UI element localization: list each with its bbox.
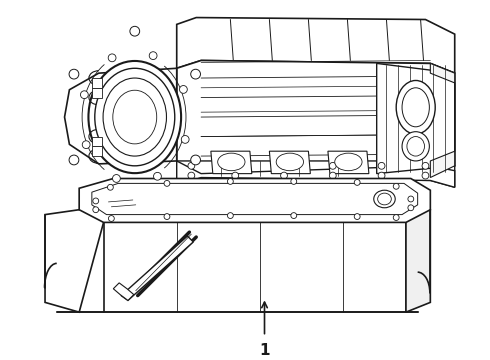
Circle shape: [291, 213, 297, 219]
Ellipse shape: [103, 78, 167, 156]
Ellipse shape: [113, 90, 157, 144]
Polygon shape: [328, 151, 369, 174]
Circle shape: [191, 69, 200, 79]
Circle shape: [93, 198, 98, 204]
Circle shape: [191, 155, 200, 165]
Circle shape: [281, 162, 288, 169]
Circle shape: [227, 179, 233, 184]
Circle shape: [69, 69, 79, 79]
Ellipse shape: [378, 193, 392, 205]
Circle shape: [329, 172, 336, 179]
Circle shape: [130, 26, 140, 36]
Circle shape: [281, 172, 288, 179]
Circle shape: [149, 52, 157, 59]
Circle shape: [93, 207, 98, 213]
Polygon shape: [103, 222, 406, 312]
Polygon shape: [377, 63, 455, 174]
Ellipse shape: [276, 153, 303, 171]
Circle shape: [354, 180, 360, 185]
Polygon shape: [121, 236, 193, 301]
Polygon shape: [406, 205, 430, 312]
Ellipse shape: [88, 61, 181, 173]
Polygon shape: [79, 179, 430, 222]
Ellipse shape: [218, 153, 245, 171]
Polygon shape: [113, 283, 134, 301]
Ellipse shape: [374, 190, 395, 208]
Circle shape: [113, 175, 121, 183]
Ellipse shape: [335, 153, 362, 171]
Polygon shape: [211, 151, 252, 174]
Circle shape: [232, 172, 239, 179]
Polygon shape: [177, 60, 455, 177]
Polygon shape: [430, 63, 455, 177]
Circle shape: [378, 162, 385, 169]
Circle shape: [393, 183, 399, 189]
Circle shape: [232, 162, 239, 169]
Circle shape: [408, 196, 414, 202]
Circle shape: [108, 216, 114, 221]
Polygon shape: [65, 68, 177, 164]
Circle shape: [188, 172, 195, 179]
Polygon shape: [94, 185, 416, 213]
Circle shape: [181, 135, 189, 143]
Ellipse shape: [402, 132, 429, 161]
Circle shape: [69, 155, 79, 165]
Polygon shape: [92, 146, 101, 156]
Ellipse shape: [407, 136, 424, 156]
Circle shape: [393, 215, 399, 220]
Polygon shape: [270, 151, 310, 174]
Circle shape: [354, 213, 360, 220]
Circle shape: [422, 172, 429, 179]
Circle shape: [378, 172, 385, 179]
Polygon shape: [177, 161, 455, 187]
Circle shape: [82, 141, 90, 149]
Circle shape: [179, 86, 187, 93]
Circle shape: [164, 213, 170, 220]
Polygon shape: [92, 88, 101, 98]
Polygon shape: [177, 161, 455, 187]
Polygon shape: [92, 136, 101, 146]
Polygon shape: [92, 183, 417, 215]
Circle shape: [130, 198, 140, 208]
Circle shape: [108, 54, 116, 62]
Circle shape: [164, 180, 170, 186]
Circle shape: [188, 162, 195, 169]
Ellipse shape: [95, 68, 175, 166]
Polygon shape: [92, 78, 101, 88]
Circle shape: [408, 205, 414, 211]
Circle shape: [422, 162, 429, 169]
Polygon shape: [177, 18, 455, 73]
Polygon shape: [45, 205, 106, 312]
Ellipse shape: [402, 88, 429, 127]
Circle shape: [153, 172, 161, 180]
Text: 1: 1: [259, 343, 270, 358]
Circle shape: [107, 184, 113, 190]
Circle shape: [329, 162, 336, 169]
Circle shape: [227, 213, 233, 219]
Circle shape: [291, 179, 297, 184]
Ellipse shape: [396, 81, 435, 134]
Circle shape: [80, 91, 88, 99]
